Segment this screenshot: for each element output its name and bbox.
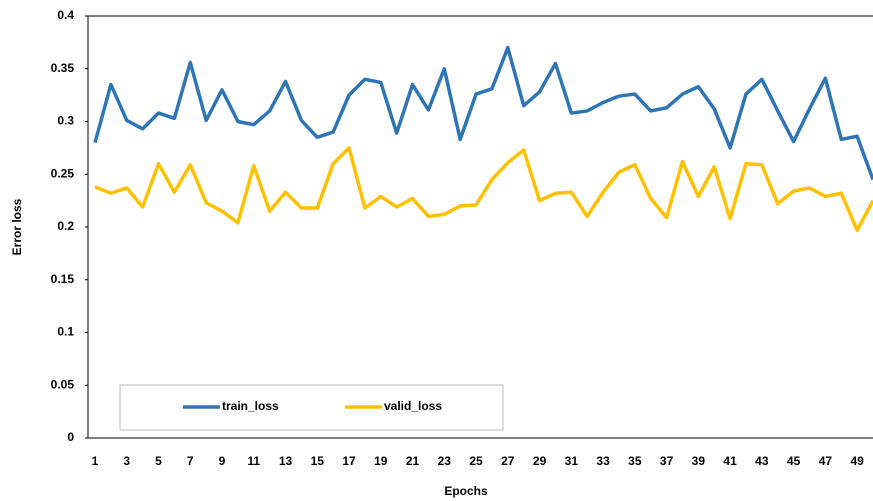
- y-axis-label: Error loss: [10, 198, 24, 255]
- x-tick-label: 47: [819, 454, 833, 468]
- x-tick-label: 1: [92, 454, 99, 468]
- y-tick-label: 0.25: [51, 166, 75, 180]
- x-tick-label: 23: [438, 454, 452, 468]
- x-tick-label: 27: [501, 454, 515, 468]
- legend-label: valid_loss: [384, 399, 442, 413]
- x-tick-label: 3: [123, 454, 130, 468]
- x-tick-label: 5: [155, 454, 162, 468]
- x-tick-label: 19: [374, 454, 388, 468]
- x-tick-label: 15: [311, 454, 325, 468]
- series-line: [93, 45, 873, 181]
- x-tick-label: 33: [596, 454, 610, 468]
- x-tick-label: 7: [187, 454, 194, 468]
- x-tick-label: 25: [469, 454, 483, 468]
- x-tick-label: 41: [723, 454, 737, 468]
- y-tick-label: 0.4: [57, 8, 74, 22]
- x-tick-label: 35: [628, 454, 642, 468]
- y-tick-label: 0.2: [57, 219, 74, 233]
- x-tick-label: 17: [342, 454, 356, 468]
- legend-label: train_loss: [222, 399, 279, 413]
- y-tick-label: 0.15: [51, 272, 75, 286]
- series-line: [94, 146, 873, 232]
- x-tick-label: 45: [787, 454, 801, 468]
- x-tick-label: 13: [279, 454, 293, 468]
- x-tick-label: 39: [692, 454, 706, 468]
- x-tick-label: 9: [219, 454, 226, 468]
- y-tick-label: 0.3: [57, 114, 74, 128]
- y-tick-label: 0.1: [57, 325, 74, 339]
- x-tick-label: 49: [850, 454, 864, 468]
- x-tick-label: 37: [660, 454, 674, 468]
- x-axis-label: Epochs: [444, 484, 488, 498]
- x-tick-label: 29: [533, 454, 547, 468]
- x-tick-label: 43: [755, 454, 769, 468]
- y-tick-label: 0.35: [51, 61, 75, 75]
- y-tick-label: 0: [67, 430, 74, 444]
- legend-box: [119, 384, 504, 431]
- x-tick-label: 11: [247, 454, 260, 468]
- x-tick-label: 31: [565, 454, 579, 468]
- y-tick-label: 0.05: [51, 377, 75, 391]
- x-tick-label: 21: [406, 454, 420, 468]
